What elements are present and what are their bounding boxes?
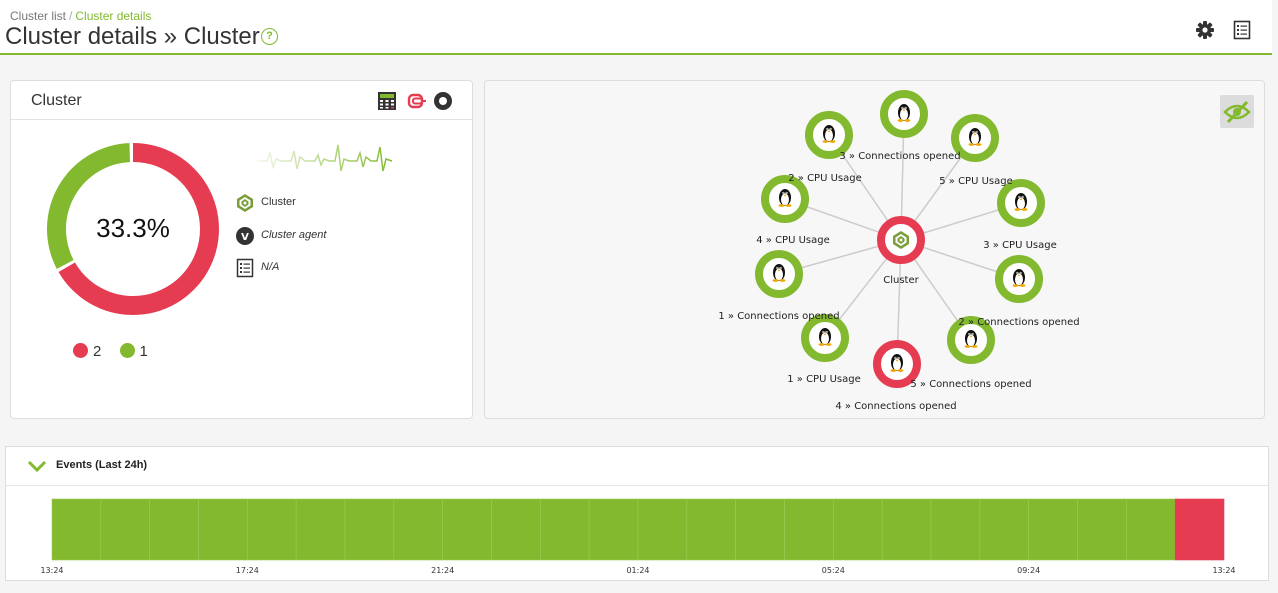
- event-segment[interactable]: [1028, 498, 1078, 561]
- event-segment[interactable]: [1174, 498, 1225, 561]
- timeline-tick-label: 01:24: [626, 566, 649, 575]
- event-segment[interactable]: [393, 498, 443, 561]
- legend-ok-count: 1: [139, 343, 148, 360]
- eye-slash-icon: [1223, 100, 1251, 124]
- legend-item-ok: 1: [119, 343, 148, 360]
- map-node-6-label: 1 » CPU Usage: [787, 374, 861, 385]
- event-segment[interactable]: [344, 498, 395, 561]
- cluster-network-map-panel: Cluster 3 » Connections opened 5 » CPU U…: [484, 80, 1265, 419]
- gear-icon[interactable]: [1195, 20, 1215, 40]
- hide-map-button[interactable]: [1220, 95, 1254, 128]
- timeline-tick-label: 13:24: [40, 566, 63, 575]
- breadcrumb-separator: /: [69, 9, 73, 23]
- event-segment[interactable]: [588, 498, 639, 561]
- event-segment[interactable]: [1077, 498, 1127, 561]
- donut-percent-value: 33.3%: [96, 213, 170, 243]
- event-segment[interactable]: [295, 498, 346, 561]
- legend-item-critical: 2: [73, 343, 101, 360]
- event-segment[interactable]: [686, 498, 736, 561]
- module-status-donut-chart: 33.3%: [46, 143, 219, 315]
- os-value-text: N/A: [261, 261, 280, 273]
- legend-critical-count: 2: [93, 343, 102, 360]
- page-title: Cluster details » Cluster: [5, 23, 260, 50]
- map-node-0-label: 3 » Connections opened: [839, 151, 960, 162]
- events-title: Events (Last 24h): [56, 459, 148, 471]
- event-segment[interactable]: [637, 498, 688, 561]
- chevron-down-icon[interactable]: [27, 458, 47, 474]
- breadcrumb: Cluster list / Cluster details: [10, 9, 151, 23]
- map-node-6[interactable]: [801, 314, 849, 362]
- map-node-8[interactable]: [761, 175, 809, 223]
- map-node-7-label: 1 » Connections opened: [718, 311, 839, 322]
- event-segment[interactable]: [442, 498, 492, 561]
- events-timeline-chart: 13:24 17:24 21:24 01:24 05:24 09:24 13:24: [40, 498, 1236, 575]
- donut-ok-segment: [46, 143, 130, 269]
- event-segment[interactable]: [784, 498, 834, 561]
- map-node-4[interactable]: [947, 316, 995, 364]
- event-segment[interactable]: [247, 498, 297, 561]
- event-segment[interactable]: [540, 498, 590, 561]
- event-segment[interactable]: [149, 498, 199, 561]
- cluster-name-text: Cluster: [261, 196, 296, 208]
- map-node-5[interactable]: [873, 340, 921, 388]
- timeline-tick-label: 13:24: [1212, 566, 1235, 575]
- os-list-icon: [235, 258, 255, 278]
- event-segment[interactable]: [735, 498, 785, 561]
- breadcrumb-cluster-list[interactable]: Cluster list: [10, 9, 67, 23]
- event-segment[interactable]: [198, 498, 248, 561]
- timeline-tick-label: 05:24: [822, 566, 845, 575]
- map-node-3-label: 2 » Connections opened: [958, 317, 1079, 328]
- donut-legend: 2 1: [73, 343, 162, 360]
- map-node-0[interactable]: [880, 90, 928, 138]
- cluster-icon: [893, 231, 909, 249]
- events-panel: Events (Last 24h) 13:24 17:24 21:24 01:24 05…: [5, 446, 1269, 581]
- status-circle-icon[interactable]: [433, 91, 453, 111]
- map-center-node[interactable]: [877, 216, 925, 264]
- legend-critical-dot: [73, 343, 88, 358]
- map-node-7[interactable]: [755, 250, 803, 298]
- map-node-1[interactable]: [951, 114, 999, 162]
- cluster-summary-panel: Cluster: [10, 80, 473, 419]
- breadcrumb-cluster-details[interactable]: Cluster details: [75, 9, 152, 23]
- legend-ok-dot: [119, 343, 135, 358]
- agent-v-icon: V: [235, 226, 255, 246]
- map-node-4-label: 5 » Connections opened: [910, 379, 1031, 390]
- page-header: Cluster list / Cluster details Cluster det…: [0, 0, 1272, 55]
- timeline-tick-label: 21:24: [431, 566, 454, 575]
- event-segment[interactable]: [930, 498, 981, 561]
- event-segment[interactable]: [100, 498, 150, 561]
- map-node-3[interactable]: [995, 255, 1043, 303]
- list-icon[interactable]: [1232, 20, 1252, 40]
- network-map-canvas: Cluster 3 » Connections opened 5 » CPU U…: [718, 90, 1080, 412]
- map-node-5-label: 4 » Connections opened: [835, 401, 956, 412]
- event-segment[interactable]: [51, 498, 102, 561]
- calculator-icon[interactable]: [377, 91, 397, 111]
- event-segment[interactable]: [833, 498, 883, 561]
- events-header[interactable]: Events (Last 24h): [6, 447, 1268, 486]
- event-segment[interactable]: [979, 498, 1029, 561]
- timeline-tick-label: 09:24: [1017, 566, 1040, 575]
- timeline-tick-label: 17:24: [236, 566, 259, 575]
- map-center-label: Cluster: [883, 275, 919, 286]
- heartbeat-sparkline: [257, 141, 393, 177]
- help-icon[interactable]: ?: [261, 28, 278, 45]
- cluster-panel-title: Cluster: [31, 92, 82, 109]
- map-node-9-label: 2 » CPU Usage: [788, 173, 862, 184]
- map-node-1-label: 5 » CPU Usage: [939, 176, 1013, 187]
- cluster-agent-text[interactable]: Cluster agent: [261, 229, 327, 241]
- event-segment[interactable]: [881, 498, 932, 561]
- agent-badge-letter: V: [241, 232, 249, 243]
- map-node-9[interactable]: [805, 111, 853, 159]
- map-node-2-label: 3 » CPU Usage: [983, 240, 1057, 251]
- event-segment[interactable]: [1126, 498, 1176, 561]
- map-node-8-label: 4 » CPU Usage: [756, 235, 830, 246]
- disconnect-icon[interactable]: [407, 91, 427, 111]
- event-segment[interactable]: [491, 498, 541, 561]
- cluster-panel-header: Cluster: [11, 81, 472, 120]
- map-node-2[interactable]: [997, 179, 1045, 227]
- cluster-icon: [235, 193, 255, 213]
